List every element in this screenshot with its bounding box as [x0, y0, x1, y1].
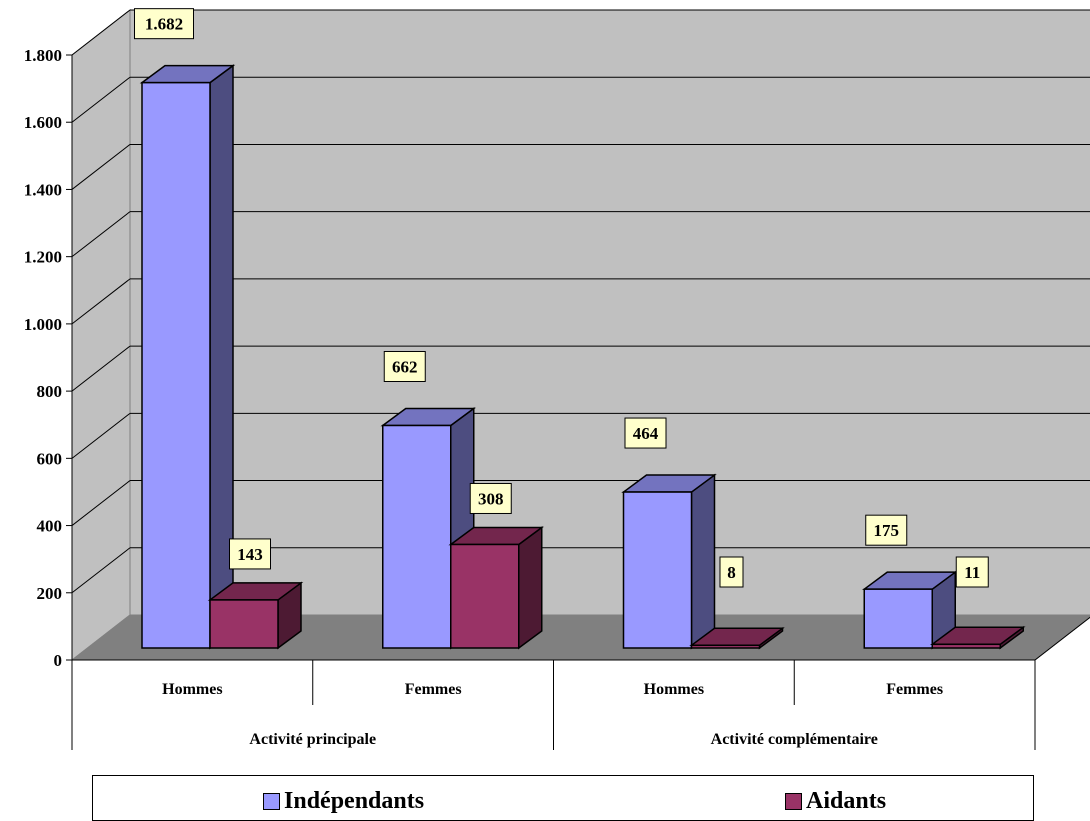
category-label: Hommes [162, 681, 222, 698]
bar-aidants [448, 525, 545, 650]
legend-swatch-aidants [785, 793, 802, 810]
category-label: Femmes [886, 681, 943, 698]
bar-front [382, 424, 452, 649]
bar-front [209, 599, 279, 649]
gridline-side [71, 547, 131, 594]
gridline-side [71, 345, 131, 392]
gridline-side [71, 211, 131, 258]
data-label-text: 308 [478, 489, 504, 508]
bar-aidants [929, 625, 1026, 650]
data-label-box [383, 350, 426, 382]
y-tick-label: 1.800 [24, 46, 62, 65]
bar-front [141, 81, 211, 649]
bar-front [863, 588, 933, 649]
y-tick-label: 800 [37, 382, 63, 401]
y-tick-label: 400 [37, 517, 63, 536]
legend-item-aidants: Aidants [785, 788, 886, 815]
gridline-side [71, 9, 131, 56]
data-label-box [865, 514, 908, 546]
y-tick-label: 1.400 [24, 180, 62, 199]
bar-side [690, 473, 716, 650]
side-wall [71, 8, 131, 662]
legend-item-independants: Indépendants [263, 788, 424, 815]
data-label-text: 1.682 [145, 15, 183, 34]
gridline-side [71, 76, 131, 123]
data-label-box [955, 556, 989, 588]
x-axis-edge [1034, 616, 1090, 661]
legend: Indépendants Aidants [92, 775, 1034, 821]
legend-label-aidants: Aidants [806, 788, 887, 814]
category-label: Hommes [644, 681, 704, 698]
gridlines [71, 9, 1090, 594]
data-label-independants: 175 [865, 514, 908, 546]
bar-front [622, 491, 693, 649]
bar-independants [139, 64, 236, 650]
y-tick-label: 600 [37, 449, 63, 468]
data-label-aidants: 11 [955, 556, 989, 588]
gridline-side [71, 144, 131, 190]
group-label: Activité complémentaire [711, 731, 878, 748]
gridline-side [71, 278, 131, 325]
bar-side [518, 525, 543, 650]
gridline-side [71, 480, 131, 526]
bar-front [450, 543, 520, 649]
data-label-aidants: 308 [469, 482, 512, 514]
data-label-text: 11 [964, 563, 980, 582]
data-label-independants: 464 [624, 417, 667, 449]
chart-walls [70, 8, 1090, 662]
legend-label-independants: Indépendants [284, 788, 425, 814]
bar-front [931, 643, 1001, 649]
bar-aidants [689, 626, 785, 650]
data-label-text: 8 [727, 563, 736, 582]
y-tick-label: 1.000 [24, 315, 62, 334]
data-label-text: 662 [392, 357, 418, 376]
data-label-box [624, 417, 667, 449]
bar-independants [621, 473, 717, 650]
y-tick-label: 1.200 [24, 248, 62, 267]
data-label-text: 143 [237, 545, 263, 564]
data-labels: 1.682 143 662 308 464 8 175 11 [134, 8, 989, 588]
y-tick-label: 200 [37, 584, 63, 603]
data-label-box [229, 538, 271, 570]
category-label: Femmes [405, 681, 462, 698]
gridline-side [71, 412, 131, 459]
group-label: Activité principale [249, 731, 376, 748]
y-tick-label: 0 [54, 651, 63, 670]
data-label-text: 464 [633, 424, 659, 443]
bar-independants [861, 570, 958, 650]
x-axis: Hommes Femmes Hommes Femmes Activité princip… [71, 616, 1090, 750]
data-label-box [469, 482, 512, 514]
back-wall [129, 9, 1090, 616]
data-label-independants: 1.682 [134, 8, 194, 40]
data-label-independants: 662 [383, 350, 426, 382]
data-label-aidants: 8 [719, 556, 744, 588]
y-axis: 0 200 400 600 800 1.000 1.200 1.400 1.600 1.800 [24, 46, 73, 670]
y-tick-label: 1.600 [24, 113, 62, 132]
legend-swatch-independants [263, 793, 280, 810]
bars [139, 64, 1026, 650]
data-label-box [719, 556, 744, 588]
data-label-box [134, 8, 194, 40]
data-label-text: 175 [874, 521, 900, 540]
bar-front [690, 644, 761, 649]
bar-aidants [207, 581, 304, 650]
data-label-aidants: 143 [229, 538, 271, 570]
